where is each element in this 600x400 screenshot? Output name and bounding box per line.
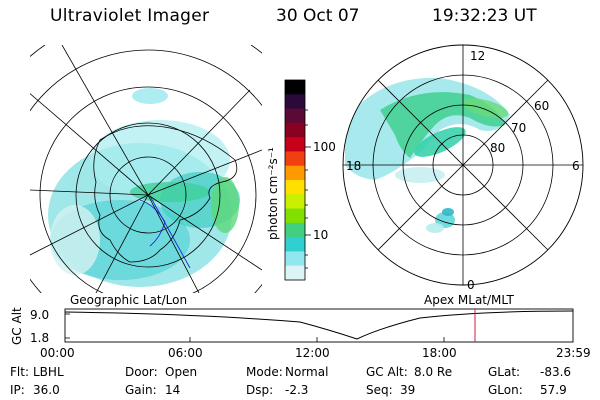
geographic-image bbox=[30, 45, 262, 293]
glon-label: GLon: bbox=[488, 383, 523, 397]
colorbar-band bbox=[285, 151, 305, 167]
observation-time: 19:32:23 UT bbox=[432, 6, 537, 26]
timeline-xtick-1: 06:00 bbox=[168, 346, 203, 360]
colorbar-band bbox=[285, 237, 305, 252]
colorbar-band bbox=[285, 108, 305, 124]
colorbar-band bbox=[285, 208, 305, 224]
seq-label: Seq: bbox=[366, 383, 393, 397]
timeline-xtick-3: 18:00 bbox=[422, 346, 457, 360]
mode-label: Mode: bbox=[246, 365, 283, 379]
timeline-ytick-high: 9.0 bbox=[30, 308, 49, 322]
timeline-xtick-2: 12:00 bbox=[295, 346, 330, 360]
glat-label: GLat: bbox=[488, 365, 521, 379]
colorbar-band bbox=[285, 122, 305, 138]
colorbar-band bbox=[285, 180, 305, 195]
colorbar-band bbox=[285, 265, 305, 281]
mlt-image bbox=[343, 45, 583, 285]
colorbar-tick-10: 10 bbox=[313, 228, 328, 242]
ip-label: IP: bbox=[10, 383, 25, 397]
timeline-xtick-0: 00:00 bbox=[40, 346, 75, 360]
colorbar-band bbox=[285, 251, 305, 267]
mlat-label-60: 60 bbox=[534, 99, 549, 113]
gain-label: Gain: bbox=[125, 383, 157, 397]
glon-value: 57.9 bbox=[540, 383, 567, 397]
seq-value: 39 bbox=[400, 383, 416, 397]
mlat-label-80: 80 bbox=[490, 141, 505, 155]
timeline-xtick-4: 23:59 bbox=[556, 346, 591, 360]
mlt-label-18: 18 bbox=[346, 159, 361, 173]
colorbar-band bbox=[285, 94, 305, 110]
gc-alt-value: 8.0 Re bbox=[414, 365, 453, 379]
door-label: Door: bbox=[125, 365, 158, 379]
mlt-label-0: 0 bbox=[467, 278, 475, 292]
timeline-ytick-low: 1.8 bbox=[30, 331, 49, 345]
filter-label: Flt: bbox=[10, 365, 29, 379]
colorbar-band bbox=[285, 165, 305, 181]
dsp-value: -2.3 bbox=[285, 383, 309, 397]
colorbar-band bbox=[285, 194, 305, 210]
glat-value: -83.6 bbox=[540, 365, 572, 379]
altitude-timeline: 9.0 1.8 GC Alt 00:00 06:00 12:00 18:00 2… bbox=[10, 307, 591, 360]
observation-date: 30 Oct 07 bbox=[276, 6, 360, 26]
door-value: Open bbox=[165, 365, 198, 379]
colorbar-band bbox=[285, 137, 305, 152]
colorbar-unit-label: photon cm⁻²s⁻¹ bbox=[266, 147, 280, 240]
colorbar-band bbox=[285, 80, 305, 95]
right-panel-caption: Apex MLat/MLT bbox=[424, 293, 514, 307]
ip-value: 36.0 bbox=[33, 383, 60, 397]
dsp-label: Dsp: bbox=[246, 383, 274, 397]
mode-value: Normal bbox=[285, 365, 329, 379]
mlt-label-6: 6 bbox=[572, 159, 580, 173]
gc-alt-label: GC Alt: bbox=[366, 365, 408, 379]
left-panel-caption: Geographic Lat/Lon bbox=[70, 293, 187, 307]
instrument-title: Ultraviolet Imager bbox=[50, 6, 210, 26]
gain-value: 14 bbox=[165, 383, 181, 397]
mlat-label-70: 70 bbox=[511, 121, 526, 135]
mlt-label-12: 12 bbox=[470, 49, 485, 63]
color-bar bbox=[285, 80, 305, 281]
colorbar-band bbox=[285, 222, 305, 238]
filter-value: LBHL bbox=[33, 365, 64, 379]
timeline-y-axis-label: GC Alt bbox=[10, 307, 24, 345]
colorbar-tick-100: 100 bbox=[313, 140, 336, 154]
